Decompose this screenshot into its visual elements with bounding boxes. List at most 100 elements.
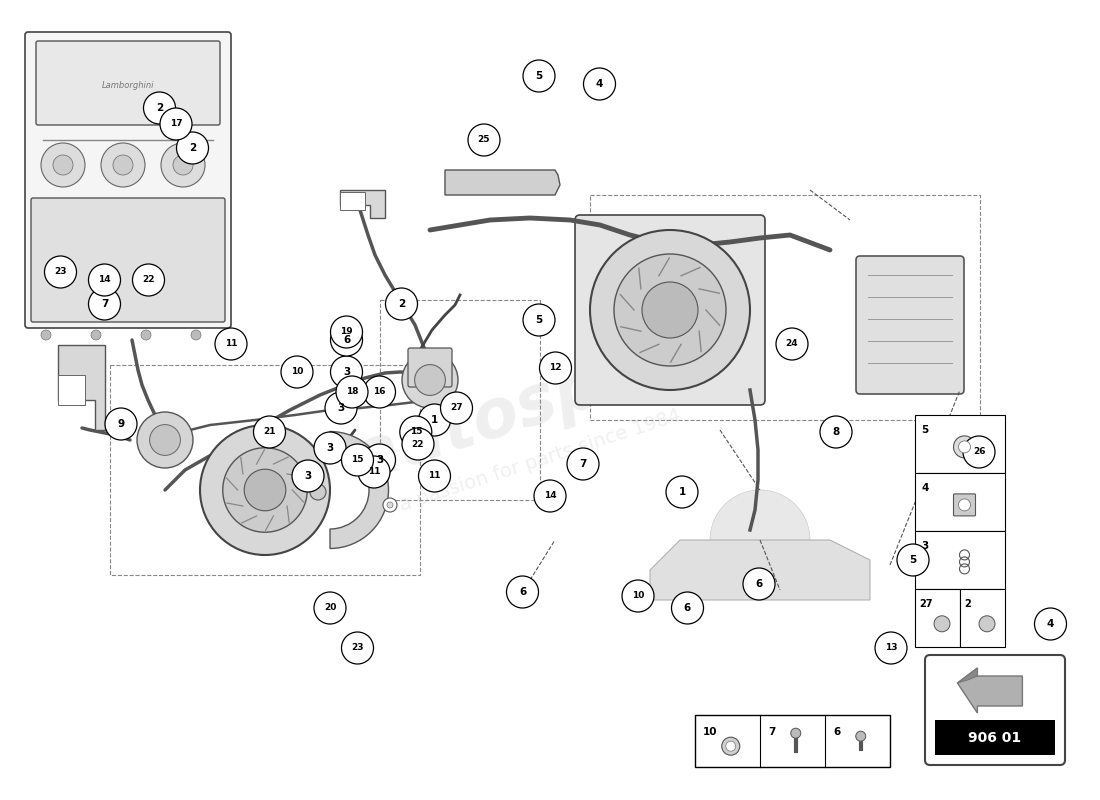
FancyBboxPatch shape bbox=[925, 655, 1065, 765]
Circle shape bbox=[791, 728, 801, 738]
Text: 22: 22 bbox=[411, 439, 425, 449]
Wedge shape bbox=[330, 431, 388, 549]
Text: 16: 16 bbox=[373, 387, 386, 397]
Circle shape bbox=[330, 324, 363, 356]
Circle shape bbox=[310, 484, 326, 500]
Bar bbox=[915, 415, 1005, 473]
Circle shape bbox=[722, 738, 739, 755]
Text: 6: 6 bbox=[343, 335, 350, 345]
Text: 3: 3 bbox=[921, 541, 928, 551]
Circle shape bbox=[539, 352, 572, 384]
Polygon shape bbox=[58, 375, 85, 405]
Circle shape bbox=[1034, 608, 1067, 640]
Text: 3: 3 bbox=[376, 455, 383, 465]
Text: 20: 20 bbox=[323, 603, 337, 613]
Circle shape bbox=[363, 444, 396, 476]
Circle shape bbox=[954, 436, 976, 458]
Circle shape bbox=[176, 132, 209, 164]
Circle shape bbox=[324, 392, 358, 424]
Circle shape bbox=[341, 632, 374, 664]
Text: 10: 10 bbox=[631, 591, 645, 601]
Bar bbox=[960, 589, 1005, 647]
Circle shape bbox=[896, 544, 929, 576]
FancyBboxPatch shape bbox=[954, 494, 976, 516]
Text: 27: 27 bbox=[918, 599, 933, 609]
Text: 8: 8 bbox=[833, 427, 839, 437]
Text: a passion for parts since 1984: a passion for parts since 1984 bbox=[397, 406, 683, 514]
Bar bbox=[110, 365, 420, 575]
Circle shape bbox=[91, 330, 101, 340]
Circle shape bbox=[522, 304, 556, 336]
Text: 26: 26 bbox=[972, 447, 986, 457]
Circle shape bbox=[138, 412, 192, 468]
Circle shape bbox=[418, 460, 451, 492]
Text: 10: 10 bbox=[290, 367, 304, 377]
FancyBboxPatch shape bbox=[856, 256, 964, 394]
Text: 3: 3 bbox=[305, 471, 311, 481]
Circle shape bbox=[958, 499, 970, 511]
Bar bbox=[695, 715, 890, 767]
Text: 11: 11 bbox=[428, 471, 441, 481]
Circle shape bbox=[244, 469, 286, 511]
FancyBboxPatch shape bbox=[36, 41, 220, 125]
Text: 7: 7 bbox=[580, 459, 586, 469]
Circle shape bbox=[399, 416, 432, 448]
Text: 14: 14 bbox=[98, 275, 111, 285]
Text: 23: 23 bbox=[54, 267, 67, 277]
Circle shape bbox=[583, 68, 616, 100]
Text: 1: 1 bbox=[679, 487, 685, 497]
Circle shape bbox=[191, 330, 201, 340]
Text: 15: 15 bbox=[351, 455, 364, 465]
Polygon shape bbox=[957, 668, 978, 683]
Circle shape bbox=[710, 490, 810, 590]
Text: 4: 4 bbox=[596, 79, 603, 89]
Circle shape bbox=[143, 92, 176, 124]
Circle shape bbox=[113, 155, 133, 175]
Bar bbox=[915, 589, 960, 647]
Text: 6: 6 bbox=[684, 603, 691, 613]
Circle shape bbox=[200, 425, 330, 555]
Bar bbox=[915, 473, 1005, 531]
Text: 22: 22 bbox=[142, 275, 155, 285]
Text: 23: 23 bbox=[351, 643, 364, 653]
Text: 2: 2 bbox=[156, 103, 163, 113]
Circle shape bbox=[979, 616, 996, 632]
Text: 21: 21 bbox=[263, 427, 276, 437]
Text: 24: 24 bbox=[785, 339, 799, 349]
Circle shape bbox=[566, 448, 600, 480]
Circle shape bbox=[642, 282, 698, 338]
Polygon shape bbox=[446, 170, 560, 195]
Circle shape bbox=[358, 456, 390, 488]
Circle shape bbox=[341, 444, 374, 476]
Text: 7: 7 bbox=[768, 727, 776, 737]
Circle shape bbox=[415, 365, 446, 395]
Circle shape bbox=[161, 143, 205, 187]
Circle shape bbox=[88, 264, 121, 296]
Bar bbox=[915, 531, 1005, 589]
Text: 1: 1 bbox=[431, 415, 438, 425]
Circle shape bbox=[314, 432, 346, 464]
Circle shape bbox=[150, 425, 180, 455]
Circle shape bbox=[280, 356, 314, 388]
Circle shape bbox=[336, 376, 368, 408]
Circle shape bbox=[621, 580, 654, 612]
Circle shape bbox=[88, 288, 121, 320]
Circle shape bbox=[214, 328, 248, 360]
Circle shape bbox=[742, 568, 775, 600]
Circle shape bbox=[292, 460, 324, 492]
Text: 14: 14 bbox=[543, 491, 557, 501]
Text: 6: 6 bbox=[519, 587, 526, 597]
Text: 6: 6 bbox=[756, 579, 762, 589]
Text: 17: 17 bbox=[169, 119, 183, 129]
Circle shape bbox=[590, 230, 750, 390]
Circle shape bbox=[387, 502, 393, 508]
Bar bbox=[379, 300, 540, 500]
Circle shape bbox=[856, 731, 866, 742]
Circle shape bbox=[402, 428, 434, 460]
Circle shape bbox=[506, 576, 539, 608]
Circle shape bbox=[534, 480, 566, 512]
Circle shape bbox=[330, 316, 363, 348]
Circle shape bbox=[934, 616, 950, 632]
Bar bbox=[590, 195, 980, 420]
Text: 3: 3 bbox=[338, 403, 344, 413]
